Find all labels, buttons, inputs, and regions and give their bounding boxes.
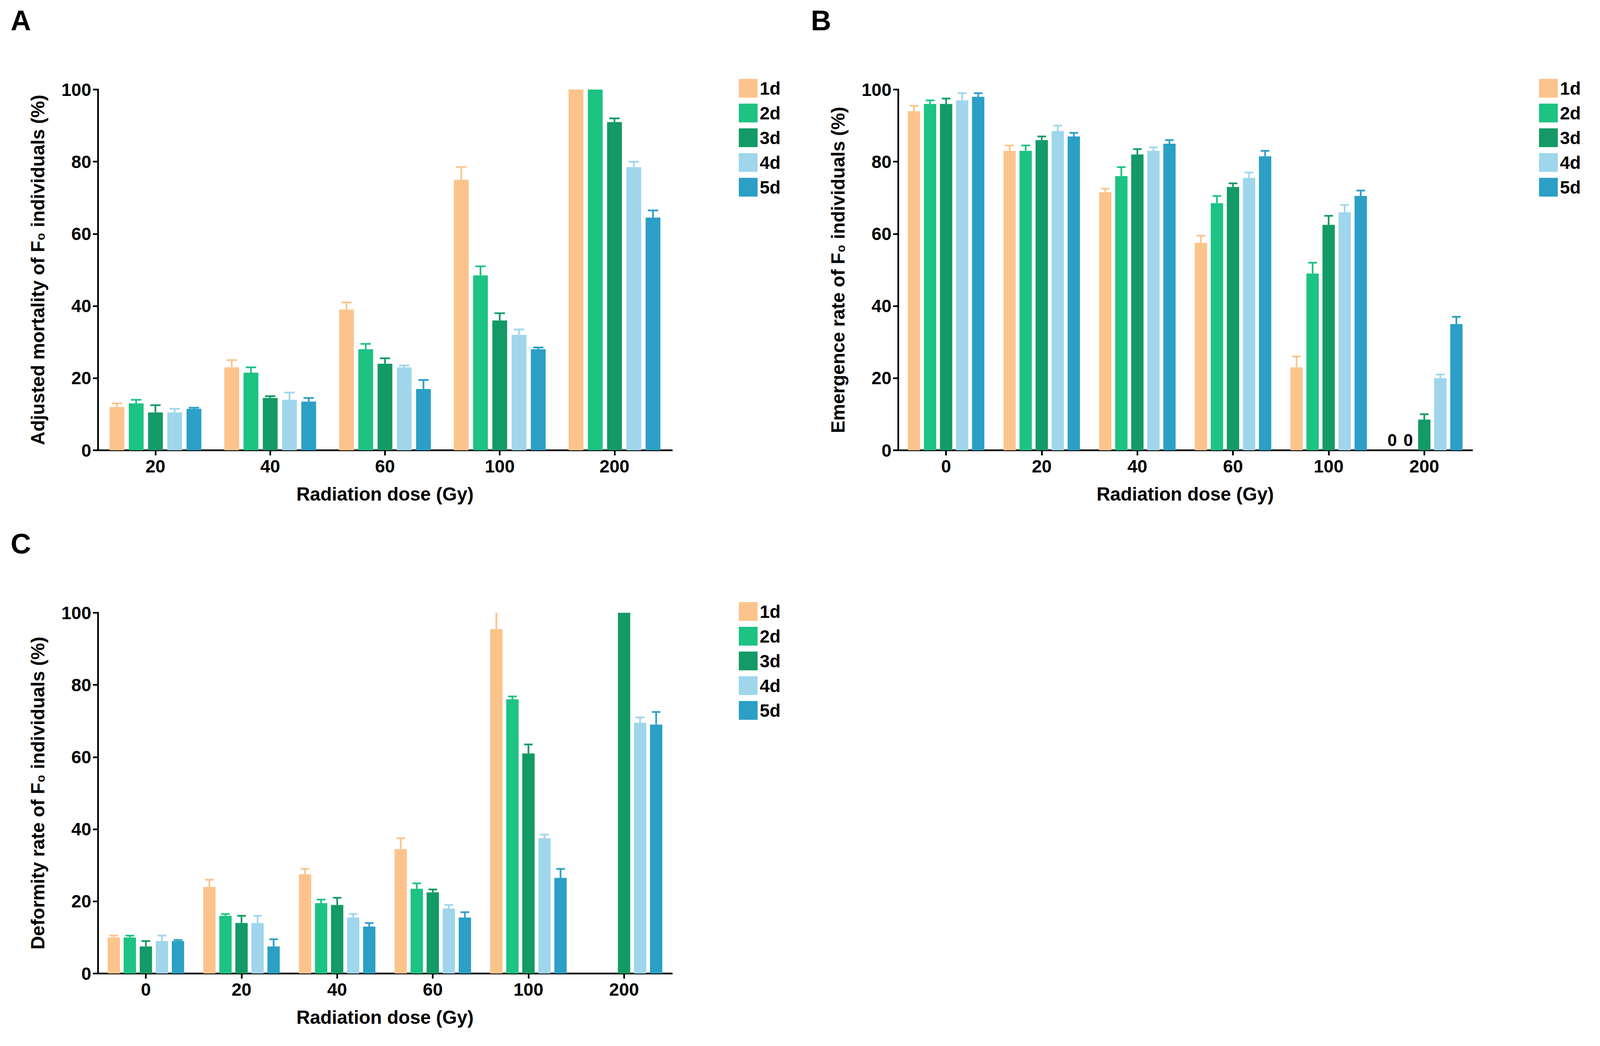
svg-text:Radiation dose (Gy): Radiation dose (Gy) [1096,483,1274,505]
svg-text:3d: 3d [1559,127,1581,148]
svg-text:4d: 4d [759,675,781,696]
svg-text:4d: 4d [759,152,781,173]
svg-text:Adjusted mortality of F₀ indiv: Adjusted mortality of F₀ individuals (%) [27,94,49,446]
svg-text:60: 60 [871,223,892,244]
svg-text:3d: 3d [759,650,781,672]
svg-text:200: 200 [1409,456,1440,477]
svg-text:0: 0 [140,979,151,1000]
svg-text:Emergence rate of F₀ individua: Emergence rate of F₀ individuals (%) [827,106,849,434]
svg-text:1d: 1d [759,601,781,622]
svg-text:0: 0 [940,456,951,477]
svg-text:0: 0 [1403,430,1413,450]
svg-text:200: 200 [599,456,630,477]
svg-text:60: 60 [1223,456,1244,477]
svg-text:60: 60 [375,456,396,477]
svg-text:20: 20 [231,979,252,1000]
svg-text:80: 80 [871,151,892,172]
svg-text:40: 40 [260,456,281,477]
svg-text:40: 40 [71,295,92,316]
svg-text:40: 40 [326,979,348,1000]
svg-text:Radiation dose (Gy): Radiation dose (Gy) [296,1006,474,1028]
svg-text:Deformity rate of F₀ individua: Deformity rate of F₀ individuals (%) [27,636,49,950]
svg-text:100: 100 [513,979,544,1000]
svg-text:100: 100 [861,79,892,100]
svg-text:B: B [810,4,832,37]
svg-text:100: 100 [1313,456,1344,477]
svg-text:0: 0 [81,963,92,984]
svg-text:0: 0 [881,440,892,461]
svg-text:A: A [10,4,32,37]
svg-text:20: 20 [145,456,166,477]
svg-text:80: 80 [71,674,92,695]
svg-text:100: 100 [484,456,515,477]
svg-text:60: 60 [422,979,443,1000]
svg-text:60: 60 [71,746,92,767]
svg-text:5d: 5d [759,177,781,198]
svg-text:3d: 3d [759,127,781,148]
svg-text:2d: 2d [1559,103,1581,124]
svg-text:1d: 1d [1559,78,1581,99]
svg-text:100: 100 [61,79,92,100]
svg-text:100: 100 [61,602,92,623]
svg-text:40: 40 [1127,456,1148,477]
svg-text:0: 0 [81,440,92,461]
svg-text:20: 20 [71,367,92,388]
svg-text:20: 20 [1031,456,1052,477]
svg-text:40: 40 [71,818,92,840]
svg-text:60: 60 [71,223,92,244]
svg-text:2d: 2d [759,626,781,647]
svg-text:80: 80 [71,151,92,172]
svg-text:20: 20 [871,367,892,388]
svg-text:Radiation dose (Gy): Radiation dose (Gy) [296,483,474,505]
svg-text:200: 200 [609,979,640,1000]
svg-text:5d: 5d [759,700,781,721]
svg-text:1d: 1d [759,78,781,99]
svg-text:2d: 2d [759,103,781,124]
svg-text:0: 0 [1387,430,1397,450]
svg-text:4d: 4d [1559,152,1581,173]
svg-text:40: 40 [871,295,892,316]
svg-text:20: 20 [71,891,92,912]
svg-text:5d: 5d [1559,177,1581,198]
svg-text:C: C [10,527,32,560]
